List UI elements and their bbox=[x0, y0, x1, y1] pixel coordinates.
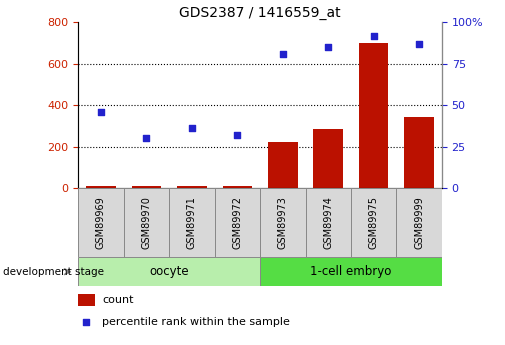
Bar bbox=[405, 117, 434, 188]
Point bbox=[233, 132, 241, 138]
Text: percentile rank within the sample: percentile rank within the sample bbox=[102, 317, 290, 327]
Bar bbox=[268, 142, 297, 188]
FancyBboxPatch shape bbox=[351, 188, 396, 257]
Text: GSM89970: GSM89970 bbox=[141, 196, 152, 249]
Text: GSM89971: GSM89971 bbox=[187, 196, 197, 249]
Text: oocyte: oocyte bbox=[149, 265, 189, 278]
FancyBboxPatch shape bbox=[78, 257, 260, 286]
Bar bbox=[223, 186, 252, 188]
Bar bbox=[359, 43, 388, 188]
FancyBboxPatch shape bbox=[124, 188, 169, 257]
Text: GSM89975: GSM89975 bbox=[369, 196, 379, 249]
Point bbox=[82, 319, 90, 325]
Point bbox=[370, 33, 378, 38]
Point bbox=[188, 126, 196, 131]
Text: GSM89999: GSM89999 bbox=[414, 196, 424, 249]
Point bbox=[142, 136, 150, 141]
Text: development stage: development stage bbox=[3, 267, 104, 277]
Point bbox=[279, 51, 287, 57]
FancyBboxPatch shape bbox=[260, 257, 442, 286]
FancyBboxPatch shape bbox=[215, 188, 260, 257]
Text: GSM89974: GSM89974 bbox=[323, 196, 333, 249]
Bar bbox=[132, 186, 161, 188]
Bar bbox=[177, 186, 207, 188]
Text: GSM89969: GSM89969 bbox=[96, 196, 106, 249]
Title: GDS2387 / 1416559_at: GDS2387 / 1416559_at bbox=[179, 6, 341, 20]
FancyBboxPatch shape bbox=[306, 188, 351, 257]
FancyBboxPatch shape bbox=[169, 188, 215, 257]
FancyBboxPatch shape bbox=[78, 188, 124, 257]
Text: count: count bbox=[102, 295, 133, 305]
Bar bbox=[78, 294, 94, 306]
Point bbox=[415, 41, 423, 47]
Bar bbox=[86, 186, 116, 188]
Text: GSM89973: GSM89973 bbox=[278, 196, 288, 249]
FancyBboxPatch shape bbox=[260, 188, 306, 257]
Point bbox=[324, 45, 332, 50]
Point bbox=[97, 109, 105, 115]
FancyBboxPatch shape bbox=[396, 188, 442, 257]
Bar bbox=[314, 129, 343, 188]
Text: GSM89972: GSM89972 bbox=[232, 196, 242, 249]
Text: 1-cell embryo: 1-cell embryo bbox=[310, 265, 392, 278]
